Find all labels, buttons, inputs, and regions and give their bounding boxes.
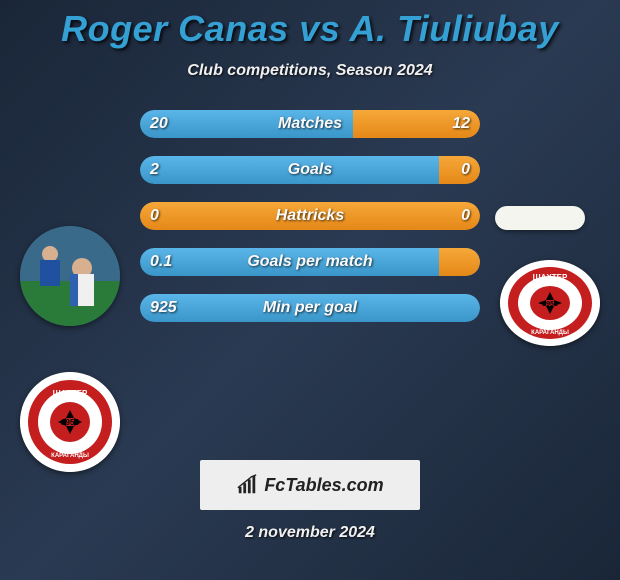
stats-bars: 2012Matches 20Goals 00Hattricks 0.1Goals pe… bbox=[140, 110, 480, 340]
stat-label: Goals per match bbox=[140, 248, 480, 276]
svg-text:1958: 1958 bbox=[61, 418, 79, 427]
svg-text:КАРАГАНДЫ: КАРАГАНДЫ bbox=[531, 330, 569, 336]
svg-text:ШАХТЕР: ШАХТЕР bbox=[53, 389, 88, 398]
subtitle: Club competitions, Season 2024 bbox=[0, 62, 620, 80]
brand-text: FcTables.com bbox=[264, 475, 383, 496]
chart-icon bbox=[236, 474, 258, 496]
stat-row: 20Goals bbox=[140, 156, 480, 184]
player-left-badge: ШАХТЕР КАРАГАНДЫ 1958 bbox=[20, 372, 120, 472]
stat-row: 0.1Goals per match bbox=[140, 248, 480, 276]
stat-row: 00Hattricks bbox=[140, 202, 480, 230]
player-right-badge: ШАХТЕР КАРАГАНДЫ 1958 bbox=[500, 260, 600, 346]
stat-label: Matches bbox=[140, 110, 480, 138]
date-line: 2 november 2024 bbox=[0, 524, 620, 542]
page-title: Roger Canas vs A. Tiuliubay bbox=[0, 0, 620, 50]
player-right-pill bbox=[495, 206, 585, 230]
stat-label: Goals bbox=[140, 156, 480, 184]
stat-row: 925Min per goal bbox=[140, 294, 480, 322]
svg-text:1958: 1958 bbox=[542, 301, 558, 308]
svg-text:ШАХТЕР: ШАХТЕР bbox=[533, 273, 568, 282]
stat-row: 2012Matches bbox=[140, 110, 480, 138]
svg-text:КАРАГАНДЫ: КАРАГАНДЫ bbox=[51, 453, 89, 459]
player-left-photo bbox=[20, 226, 120, 326]
stat-label: Hattricks bbox=[140, 202, 480, 230]
stat-label: Min per goal bbox=[140, 294, 480, 322]
brand-box: FcTables.com bbox=[200, 460, 420, 510]
